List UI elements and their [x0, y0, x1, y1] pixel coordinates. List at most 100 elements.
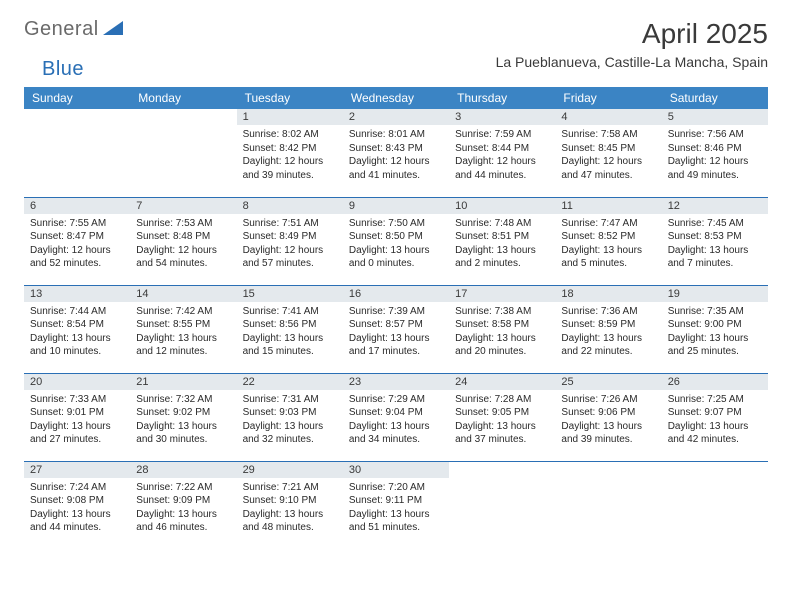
sunrise-text: Sunrise: 7:42 AM — [136, 305, 230, 319]
sunrise-text: Sunrise: 7:36 AM — [561, 305, 655, 319]
daylight-text: Daylight: 13 hours and 48 minutes. — [243, 508, 337, 535]
day-number: 12 — [662, 198, 768, 214]
calendar-row: 6Sunrise: 7:55 AMSunset: 8:47 PMDaylight… — [24, 197, 768, 285]
title-block: April 2025 La Pueblanueva, Castille-La M… — [496, 18, 768, 70]
day-details: Sunrise: 7:42 AMSunset: 8:55 PMDaylight:… — [130, 302, 236, 361]
day-details: Sunrise: 7:53 AMSunset: 8:48 PMDaylight:… — [130, 214, 236, 273]
sunset-text: Sunset: 9:09 PM — [136, 494, 230, 508]
daylight-text: Daylight: 12 hours and 54 minutes. — [136, 244, 230, 271]
daylight-text: Daylight: 13 hours and 20 minutes. — [455, 332, 549, 359]
daylight-text: Daylight: 13 hours and 12 minutes. — [136, 332, 230, 359]
sunset-text: Sunset: 8:48 PM — [136, 230, 230, 244]
sunrise-text: Sunrise: 7:44 AM — [30, 305, 124, 319]
sunset-text: Sunset: 9:02 PM — [136, 406, 230, 420]
daylight-text: Daylight: 12 hours and 57 minutes. — [243, 244, 337, 271]
daylight-text: Daylight: 13 hours and 30 minutes. — [136, 420, 230, 447]
sunrise-text: Sunrise: 7:38 AM — [455, 305, 549, 319]
day-number: 20 — [24, 374, 130, 390]
month-title: April 2025 — [496, 18, 768, 50]
sunset-text: Sunset: 9:01 PM — [30, 406, 124, 420]
sunset-text: Sunset: 9:06 PM — [561, 406, 655, 420]
day-details: Sunrise: 7:36 AMSunset: 8:59 PMDaylight:… — [555, 302, 661, 361]
day-number: 21 — [130, 374, 236, 390]
weekday-header: Wednesday — [343, 87, 449, 109]
sunrise-text: Sunrise: 8:01 AM — [349, 128, 443, 142]
sunrise-text: Sunrise: 7:41 AM — [243, 305, 337, 319]
day-number: 4 — [555, 109, 661, 125]
sunset-text: Sunset: 8:42 PM — [243, 142, 337, 156]
brand-logo: General — [24, 18, 125, 41]
sunrise-text: Sunrise: 7:56 AM — [668, 128, 762, 142]
calendar-cell: 13Sunrise: 7:44 AMSunset: 8:54 PMDayligh… — [24, 285, 130, 373]
daylight-text: Daylight: 13 hours and 44 minutes. — [30, 508, 124, 535]
daylight-text: Daylight: 13 hours and 46 minutes. — [136, 508, 230, 535]
day-number — [449, 462, 555, 478]
daylight-text: Daylight: 13 hours and 25 minutes. — [668, 332, 762, 359]
day-number: 22 — [237, 374, 343, 390]
calendar-cell: 30Sunrise: 7:20 AMSunset: 9:11 PMDayligh… — [343, 461, 449, 549]
sunset-text: Sunset: 8:53 PM — [668, 230, 762, 244]
daylight-text: Daylight: 13 hours and 15 minutes. — [243, 332, 337, 359]
daylight-text: Daylight: 13 hours and 27 minutes. — [30, 420, 124, 447]
day-number: 3 — [449, 109, 555, 125]
sunset-text: Sunset: 9:04 PM — [349, 406, 443, 420]
day-details: Sunrise: 7:26 AMSunset: 9:06 PMDaylight:… — [555, 390, 661, 449]
day-details: Sunrise: 7:45 AMSunset: 8:53 PMDaylight:… — [662, 214, 768, 273]
daylight-text: Daylight: 13 hours and 32 minutes. — [243, 420, 337, 447]
sunset-text: Sunset: 8:47 PM — [30, 230, 124, 244]
sunrise-text: Sunrise: 7:33 AM — [30, 393, 124, 407]
calendar-cell: 18Sunrise: 7:36 AMSunset: 8:59 PMDayligh… — [555, 285, 661, 373]
sunrise-text: Sunrise: 7:24 AM — [30, 481, 124, 495]
calendar-cell: 8Sunrise: 7:51 AMSunset: 8:49 PMDaylight… — [237, 197, 343, 285]
daylight-text: Daylight: 13 hours and 37 minutes. — [455, 420, 549, 447]
day-number: 5 — [662, 109, 768, 125]
day-details: Sunrise: 7:29 AMSunset: 9:04 PMDaylight:… — [343, 390, 449, 449]
daylight-text: Daylight: 12 hours and 52 minutes. — [30, 244, 124, 271]
sunrise-text: Sunrise: 7:47 AM — [561, 217, 655, 231]
calendar-page: General April 2025 La Pueblanueva, Casti… — [0, 0, 792, 549]
calendar-cell: 11Sunrise: 7:47 AMSunset: 8:52 PMDayligh… — [555, 197, 661, 285]
location-label: La Pueblanueva, Castille-La Mancha, Spai… — [496, 54, 768, 70]
day-number: 30 — [343, 462, 449, 478]
daylight-text: Daylight: 12 hours and 49 minutes. — [668, 155, 762, 182]
calendar-cell — [24, 109, 130, 197]
calendar-cell — [662, 461, 768, 549]
day-number: 6 — [24, 198, 130, 214]
calendar-cell: 27Sunrise: 7:24 AMSunset: 9:08 PMDayligh… — [24, 461, 130, 549]
weekday-header: Thursday — [449, 87, 555, 109]
sunset-text: Sunset: 8:57 PM — [349, 318, 443, 332]
sunset-text: Sunset: 8:55 PM — [136, 318, 230, 332]
calendar-body: 1Sunrise: 8:02 AMSunset: 8:42 PMDaylight… — [24, 109, 768, 549]
calendar-cell: 28Sunrise: 7:22 AMSunset: 9:09 PMDayligh… — [130, 461, 236, 549]
day-number: 14 — [130, 286, 236, 302]
day-details: Sunrise: 7:51 AMSunset: 8:49 PMDaylight:… — [237, 214, 343, 273]
day-details: Sunrise: 7:31 AMSunset: 9:03 PMDaylight:… — [237, 390, 343, 449]
sunset-text: Sunset: 8:46 PM — [668, 142, 762, 156]
weekday-header: Monday — [130, 87, 236, 109]
calendar-cell: 7Sunrise: 7:53 AMSunset: 8:48 PMDaylight… — [130, 197, 236, 285]
daylight-text: Daylight: 13 hours and 2 minutes. — [455, 244, 549, 271]
sunrise-text: Sunrise: 7:45 AM — [668, 217, 762, 231]
day-number: 17 — [449, 286, 555, 302]
sunset-text: Sunset: 9:05 PM — [455, 406, 549, 420]
calendar-row: 20Sunrise: 7:33 AMSunset: 9:01 PMDayligh… — [24, 373, 768, 461]
calendar-cell: 10Sunrise: 7:48 AMSunset: 8:51 PMDayligh… — [449, 197, 555, 285]
day-number: 18 — [555, 286, 661, 302]
sunrise-text: Sunrise: 7:25 AM — [668, 393, 762, 407]
day-number: 29 — [237, 462, 343, 478]
day-number — [662, 462, 768, 478]
calendar-cell: 4Sunrise: 7:58 AMSunset: 8:45 PMDaylight… — [555, 109, 661, 197]
day-number — [130, 109, 236, 125]
sunset-text: Sunset: 8:52 PM — [561, 230, 655, 244]
daylight-text: Daylight: 13 hours and 0 minutes. — [349, 244, 443, 271]
day-details: Sunrise: 7:39 AMSunset: 8:57 PMDaylight:… — [343, 302, 449, 361]
calendar-cell: 1Sunrise: 8:02 AMSunset: 8:42 PMDaylight… — [237, 109, 343, 197]
day-details: Sunrise: 7:21 AMSunset: 9:10 PMDaylight:… — [237, 478, 343, 537]
daylight-text: Daylight: 13 hours and 10 minutes. — [30, 332, 124, 359]
day-details: Sunrise: 7:55 AMSunset: 8:47 PMDaylight:… — [24, 214, 130, 273]
day-details: Sunrise: 7:24 AMSunset: 9:08 PMDaylight:… — [24, 478, 130, 537]
day-details: Sunrise: 7:35 AMSunset: 9:00 PMDaylight:… — [662, 302, 768, 361]
day-details: Sunrise: 7:41 AMSunset: 8:56 PMDaylight:… — [237, 302, 343, 361]
day-details: Sunrise: 7:58 AMSunset: 8:45 PMDaylight:… — [555, 125, 661, 184]
day-details: Sunrise: 8:02 AMSunset: 8:42 PMDaylight:… — [237, 125, 343, 184]
